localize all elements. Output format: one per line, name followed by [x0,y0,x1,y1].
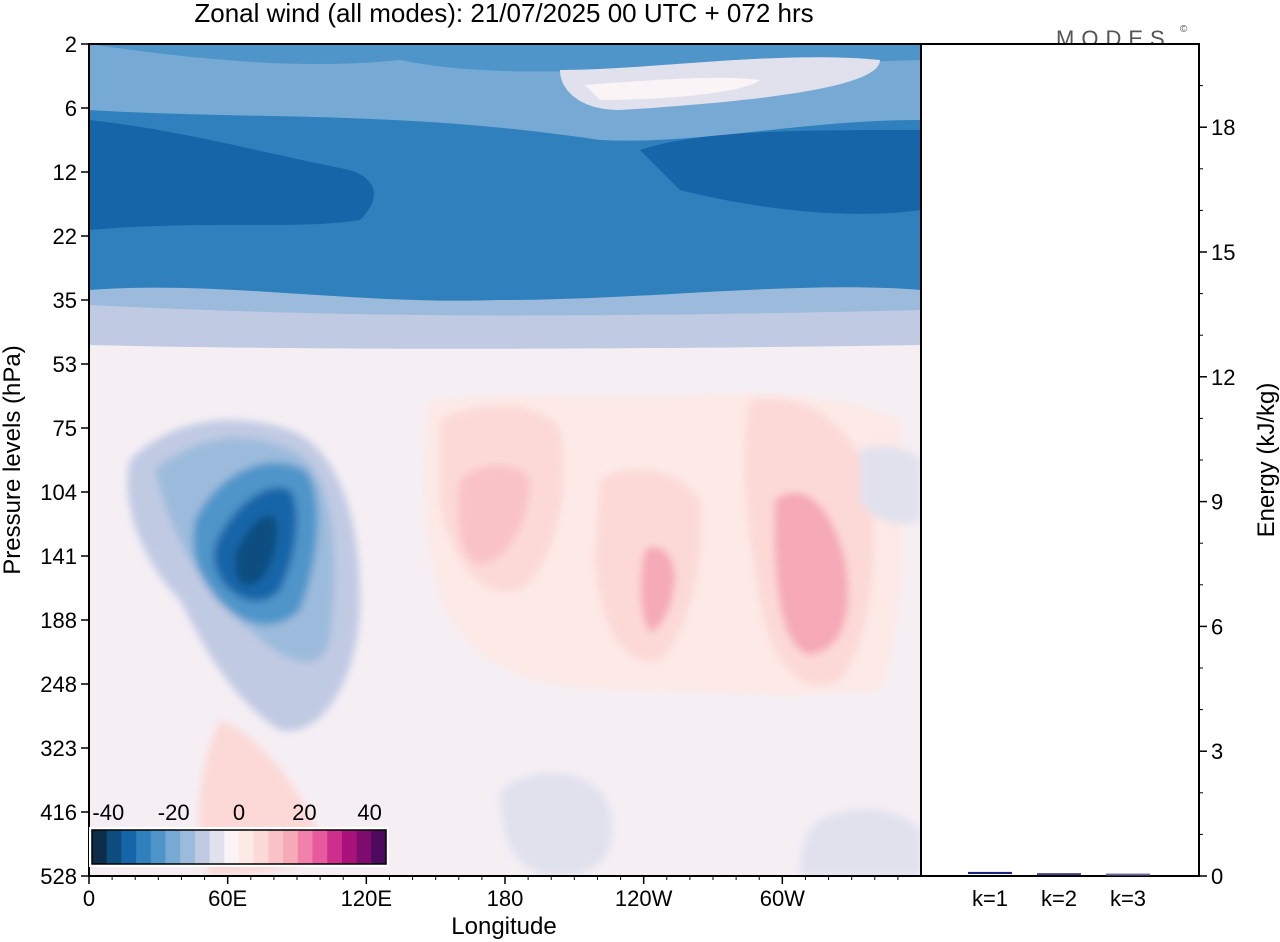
energy-tick-label: 0 [1211,864,1223,889]
colorbar-swatch [106,830,122,864]
colorbar-swatch [121,830,137,864]
colorbar-swatch [136,830,152,864]
colorbar-swatch [253,830,269,864]
energy-bar [968,871,1012,875]
energy-tick-label: 3 [1211,739,1223,764]
colorbar-swatch [165,830,181,864]
colorbar-swatch [224,830,240,864]
y-tick-label: 35 [53,288,77,313]
eastward-maximum-near-180 [458,465,530,565]
colorbar-label: -20 [158,800,190,825]
y-tick-label: 188 [40,608,77,633]
x-tick-label: 120E [341,886,392,911]
colorbar-swatch [371,830,387,864]
brand-copyright-mark: © [1180,24,1188,35]
colorbar-swatch [297,830,313,864]
upper-westward-bands [89,44,921,349]
colorbar-swatch [180,830,196,864]
colorbar-label: 40 [357,800,381,825]
band-jet-core-east [640,130,921,214]
colorbar-swatch [92,830,108,864]
y-tick-label: 12 [53,160,77,185]
x-tick-label: 180 [487,886,524,911]
energy-category-label: k=1 [972,886,1008,911]
chart-title: Zonal wind (all modes): 21/07/2025 00 UT… [194,0,813,28]
colorbar-label: 0 [233,800,245,825]
energy-tick-label: 18 [1211,115,1235,140]
colorbar-label: -40 [92,800,124,825]
energy-tick-label: 6 [1211,614,1223,639]
colorbar-swatch [312,830,328,864]
colorbar-swatch [356,830,372,864]
colorbar-swatch [150,830,166,864]
energy-axis-label: Energy (kJ/kg) [1253,383,1280,538]
y-tick-label: 323 [40,736,77,761]
energy-tick-label: 9 [1211,490,1223,515]
energy-y-axis: 0 3 6 9 12 15 18 [1199,85,1235,889]
eastward-maximum-near-60W [774,492,849,655]
x-tick-label: 0 [83,886,95,911]
band-lower-edge [89,305,921,349]
colorbar-swatch [268,830,284,864]
band-weakest-patch [585,77,760,100]
band-jet-core-west [89,120,374,230]
colorbar-swatch [341,830,358,864]
colorbar-swatch [239,830,255,864]
eastward-maximum-near-90W [640,546,675,632]
energy-category-label: k=2 [1041,886,1077,911]
wind-contour-field [89,44,921,876]
energy-tick-label: 15 [1211,240,1235,265]
energy-bar [1106,873,1150,876]
y-tick-label: 248 [40,672,77,697]
y-axis: 2 6 12 22 35 53 75 104 141 188 248 323 416 528 [40,32,89,889]
colorbar-swatch [283,830,299,864]
y-tick-label: 528 [40,864,77,889]
x-tick-label: 120W [615,886,673,911]
energy-bar [1037,873,1081,876]
tropospheric-features [127,393,921,876]
colorbar-frame [91,829,387,865]
x-axis: 0 60E 120E 180 120W 60W [83,876,899,911]
colorbar-swatch [194,830,211,864]
y-tick-label: 141 [40,544,77,569]
y-tick-label: 416 [40,800,77,825]
x-axis-label: Longitude [451,913,556,940]
colorbar-swatch [209,830,225,864]
y-tick-label: 22 [53,224,77,249]
x-tick-label: 60E [208,886,247,911]
y-tick-label: 75 [53,416,77,441]
surface-westward-patch-east [800,809,921,876]
y-tick-label: 53 [53,352,77,377]
colorbar: -40 -20 0 20 40 [89,800,389,867]
westward-core-70E-140hPa [235,515,278,586]
y-tick-label: 104 [40,480,77,505]
colorbar-swatch [327,830,343,864]
y-tick-label: 6 [65,96,77,121]
energy-category-label: k=3 [1110,886,1146,911]
surface-westward-patch-center [500,772,613,876]
colorbar-label: 20 [292,800,316,825]
westward-patch-far-east [860,445,921,524]
y-axis-label: Pressure levels (hPa) [0,345,26,574]
energy-tick-label: 12 [1211,365,1235,390]
energy-panel-frame [920,43,1200,877]
y-tick-label: 2 [65,32,77,57]
energy-bars: k=1 k=2 k=3 [968,871,1150,911]
x-tick-label: 60W [760,886,805,911]
